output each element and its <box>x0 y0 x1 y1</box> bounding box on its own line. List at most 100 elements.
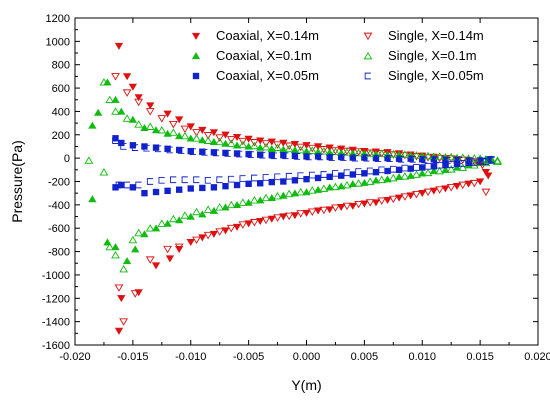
data-point <box>84 156 94 164</box>
y-tick-label: -1400 <box>42 317 70 329</box>
data-point <box>361 154 368 161</box>
data-point <box>361 170 368 177</box>
data-point <box>233 181 241 189</box>
data-point <box>317 153 324 161</box>
data-point <box>320 171 327 178</box>
data-point <box>452 182 462 191</box>
data-point <box>226 136 236 144</box>
data-point <box>245 150 252 158</box>
data-point <box>114 284 124 292</box>
data-point <box>273 214 282 222</box>
data-point <box>297 172 304 179</box>
data-point <box>432 156 440 164</box>
data-point <box>114 42 124 50</box>
x-axis: -0.020 -0.015 -0.010 -0.005 0.000 0.005 0.010 0… <box>59 18 550 363</box>
data-point <box>261 216 271 225</box>
data-point <box>302 209 311 217</box>
data-point <box>303 153 310 160</box>
data-point <box>421 156 428 164</box>
data-point <box>284 212 294 221</box>
data-point <box>377 149 387 157</box>
data-point <box>210 184 218 191</box>
data-point <box>307 186 317 194</box>
data-point <box>296 143 306 152</box>
data-point <box>409 155 416 163</box>
data-point <box>135 181 142 189</box>
data-point <box>224 150 231 157</box>
data-point <box>238 137 248 146</box>
data-point <box>313 185 323 193</box>
data-point <box>134 98 144 107</box>
y-tick-label: -800 <box>48 247 70 259</box>
data-point <box>429 167 438 175</box>
legend-label: Single, X=0.1m <box>388 48 477 63</box>
y-axis-title: Pressure(Pa) <box>9 140 25 222</box>
data-point <box>308 171 316 179</box>
data-point <box>192 236 201 245</box>
data-point <box>326 153 333 161</box>
data-point <box>157 219 167 227</box>
data-point <box>331 204 340 212</box>
data-point <box>418 169 427 177</box>
data-point <box>319 146 329 154</box>
data-point <box>343 169 350 177</box>
data-point <box>122 114 132 122</box>
y-axis: -1600 -1400 -1200 -1000 -800 -600 -400 -200 0 200… <box>42 13 538 352</box>
x-tick-label: 0.010 <box>408 351 436 363</box>
y-tick-label: 0 <box>64 153 70 165</box>
legend-marker <box>363 32 373 41</box>
series-4 <box>84 78 502 273</box>
data-point <box>388 151 398 159</box>
data-point <box>151 262 161 270</box>
data-point <box>112 135 119 142</box>
data-point <box>441 185 450 193</box>
data-point <box>166 146 173 154</box>
data-point <box>471 159 478 167</box>
data-point <box>342 180 352 189</box>
y-tick-label: -1000 <box>42 270 70 282</box>
data-point <box>140 230 149 238</box>
data-point <box>303 175 310 183</box>
data-point <box>105 95 115 104</box>
data-point <box>118 139 125 147</box>
data-point <box>291 177 299 184</box>
data-point <box>365 177 375 185</box>
data-point <box>178 147 185 154</box>
data-point <box>209 137 219 145</box>
data-point <box>152 144 160 151</box>
legend: Coaxial, X=0.14m Coaxial, X=0.1m Coaxial, … <box>191 28 484 83</box>
data-point <box>256 218 265 226</box>
data-point <box>444 157 451 164</box>
data-point <box>134 120 144 128</box>
data-point <box>146 102 155 110</box>
data-point <box>134 94 143 102</box>
x-tick-label: 0.005 <box>351 351 379 363</box>
data-point <box>175 216 184 224</box>
data-point <box>141 143 148 150</box>
data-point <box>201 148 208 156</box>
data-point <box>199 184 206 192</box>
data-point <box>280 178 287 185</box>
data-point <box>332 169 339 177</box>
data-point <box>232 201 242 209</box>
data-point <box>459 160 466 167</box>
data-point <box>378 166 385 174</box>
data-point <box>187 147 194 155</box>
legend-label: Single, X=0.05m <box>388 68 484 83</box>
data-point <box>250 139 259 147</box>
data-point <box>469 161 479 169</box>
data-point <box>395 155 403 162</box>
y-tick-label: -1200 <box>42 293 70 305</box>
data-point <box>338 172 345 179</box>
data-point <box>372 154 380 162</box>
data-point <box>189 148 196 156</box>
data-point <box>412 170 421 178</box>
data-point <box>134 228 144 237</box>
data-point <box>419 156 426 163</box>
legend-marker <box>363 51 373 60</box>
data-point <box>455 157 463 164</box>
data-point <box>169 128 178 136</box>
data-point <box>128 235 138 244</box>
data-point <box>371 176 381 184</box>
data-point <box>145 122 155 130</box>
